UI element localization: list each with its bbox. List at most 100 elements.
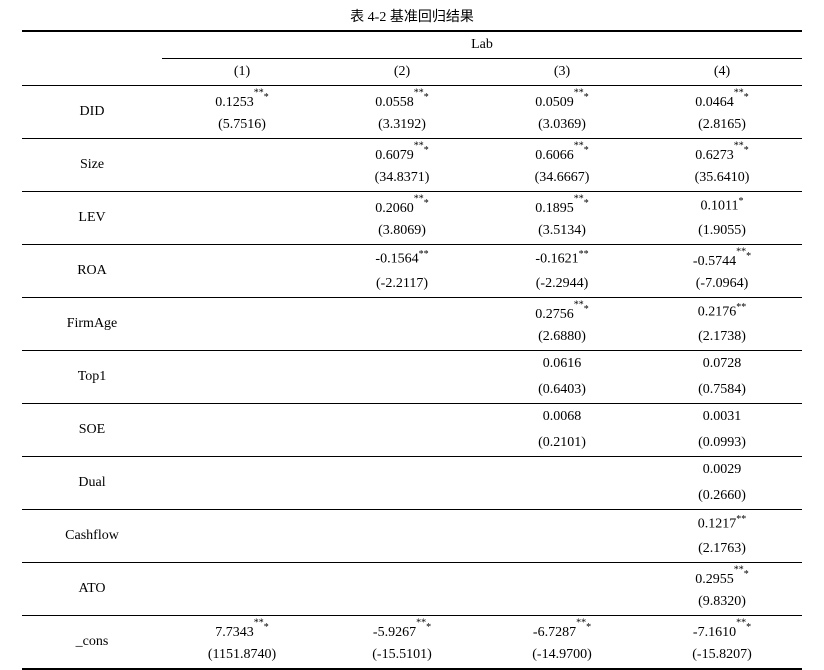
stat-cell <box>162 218 322 245</box>
stat-cell <box>322 589 482 616</box>
coef-cell <box>162 351 322 378</box>
var-name: LEV <box>22 192 162 245</box>
coef-cell: 0.0464*** <box>642 86 802 113</box>
table-row: FirmAge0.2756***0.2176** <box>22 298 802 325</box>
stat-cell: (0.2660) <box>642 483 802 510</box>
stat-cell: (2.1738) <box>642 324 802 351</box>
coef-cell <box>162 139 322 166</box>
coef-cell <box>162 510 322 537</box>
stat-cell <box>162 165 322 192</box>
coef-cell <box>322 298 482 325</box>
coef-cell: 0.6273*** <box>642 139 802 166</box>
stat-cell <box>162 271 322 298</box>
blank-cell <box>22 31 162 59</box>
coef-cell: 0.0728 <box>642 351 802 378</box>
coef-cell <box>162 245 322 272</box>
table-row: ROA-0.1564**-0.1621**-0.5744*** <box>22 245 802 272</box>
table-row: _cons7.7343***-5.9267***-6.7287***-7.161… <box>22 616 802 643</box>
table-row: Cashflow0.1217** <box>22 510 802 537</box>
coef-cell: -0.5744*** <box>642 245 802 272</box>
stat-cell <box>162 324 322 351</box>
stat-cell: (0.7584) <box>642 377 802 404</box>
stat-cell <box>322 483 482 510</box>
coef-cell: 0.0031 <box>642 404 802 431</box>
stat-cell <box>322 536 482 563</box>
table-row: SOE0.00680.0031 <box>22 404 802 431</box>
stat-cell <box>162 377 322 404</box>
coef-cell <box>162 563 322 590</box>
var-name: Dual <box>22 457 162 510</box>
stat-cell: (-2.2944) <box>482 271 642 298</box>
stat-cell: (1.9055) <box>642 218 802 245</box>
coef-cell: 0.6066*** <box>482 139 642 166</box>
coef-cell <box>162 298 322 325</box>
var-name: _cons <box>22 616 162 670</box>
coef-cell: -5.9267*** <box>322 616 482 643</box>
table-row: ATO0.2955*** <box>22 563 802 590</box>
table-row: Top10.06160.0728 <box>22 351 802 378</box>
stat-cell: (5.7516) <box>162 112 322 139</box>
blank-cell <box>22 59 162 86</box>
var-name: ROA <box>22 245 162 298</box>
coef-cell: 0.0616 <box>482 351 642 378</box>
stat-cell: (-15.8207) <box>642 642 802 669</box>
coef-cell: 0.0029 <box>642 457 802 484</box>
stat-cell: (3.0369) <box>482 112 642 139</box>
header-row-cols: (1) (2) (3) (4) <box>22 59 802 86</box>
coef-cell <box>162 404 322 431</box>
table-row: LEV0.2060***0.1895***0.1011* <box>22 192 802 219</box>
coef-cell: 0.1895*** <box>482 192 642 219</box>
stat-cell: (34.6667) <box>482 165 642 192</box>
stat-cell: (34.8371) <box>322 165 482 192</box>
coef-cell: 0.1253*** <box>162 86 322 113</box>
table-row: Dual0.0029 <box>22 457 802 484</box>
stat-cell <box>162 536 322 563</box>
coef-cell: 0.2060*** <box>322 192 482 219</box>
coef-cell <box>482 457 642 484</box>
coef-cell <box>162 192 322 219</box>
stat-cell <box>482 589 642 616</box>
coef-cell: 0.0068 <box>482 404 642 431</box>
coef-cell: 0.2176** <box>642 298 802 325</box>
coef-cell: 0.2756*** <box>482 298 642 325</box>
col-1: (1) <box>162 59 322 86</box>
col-2: (2) <box>322 59 482 86</box>
stat-cell <box>322 430 482 457</box>
stat-cell: (-7.0964) <box>642 271 802 298</box>
stat-cell: (-15.5101) <box>322 642 482 669</box>
stat-cell: (2.8165) <box>642 112 802 139</box>
coef-cell: -7.1610*** <box>642 616 802 643</box>
coef-cell: 0.6079*** <box>322 139 482 166</box>
coef-cell <box>322 563 482 590</box>
coef-cell: 0.2955*** <box>642 563 802 590</box>
coef-cell <box>482 510 642 537</box>
regression-table-container: 表 4-2 基准回归结果 Lab (1) (2) (3) (4) DID0.12… <box>22 0 802 670</box>
stat-cell <box>162 589 322 616</box>
var-name: ATO <box>22 563 162 616</box>
table-caption: 表 4-2 基准回归结果 <box>22 6 802 26</box>
stat-cell: (-14.9700) <box>482 642 642 669</box>
stat-cell: (0.6403) <box>482 377 642 404</box>
depvar-label: Lab <box>162 31 802 59</box>
stat-cell: (2.1763) <box>642 536 802 563</box>
coef-cell <box>322 351 482 378</box>
stat-cell <box>322 324 482 351</box>
stat-cell: (0.2101) <box>482 430 642 457</box>
stat-cell <box>322 377 482 404</box>
var-name: DID <box>22 86 162 139</box>
var-name: Top1 <box>22 351 162 404</box>
coef-cell <box>322 457 482 484</box>
stat-cell: (1151.8740) <box>162 642 322 669</box>
stat-cell <box>162 430 322 457</box>
coef-cell: 0.1217** <box>642 510 802 537</box>
var-name: Size <box>22 139 162 192</box>
stat-cell <box>162 483 322 510</box>
regression-table: Lab (1) (2) (3) (4) DID0.1253***0.0558**… <box>22 30 802 670</box>
col-4: (4) <box>642 59 802 86</box>
stat-cell: (3.3192) <box>322 112 482 139</box>
stat-cell <box>482 536 642 563</box>
coef-cell: -0.1621** <box>482 245 642 272</box>
coef-cell <box>322 404 482 431</box>
coef-cell <box>322 510 482 537</box>
stat-cell: (0.0993) <box>642 430 802 457</box>
